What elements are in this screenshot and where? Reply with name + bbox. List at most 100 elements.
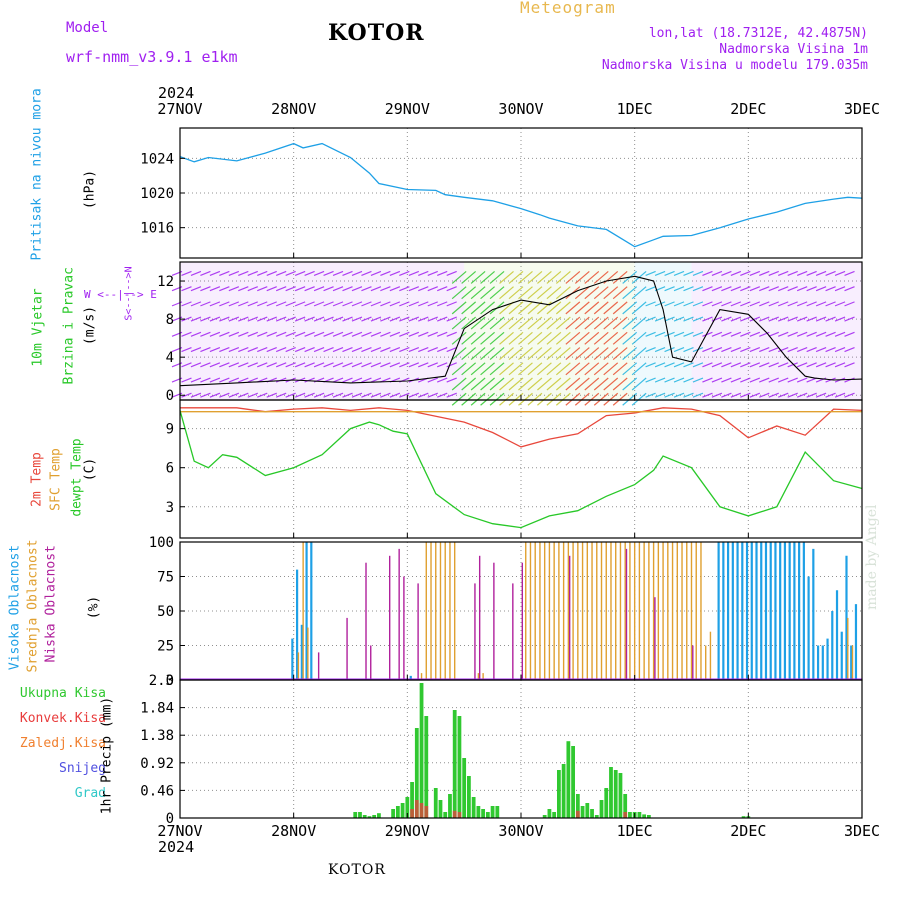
wind-barb <box>555 362 571 376</box>
wind-barb <box>787 316 798 322</box>
precip-bar <box>362 815 367 818</box>
wind-barb <box>673 301 685 307</box>
wind-barb <box>730 316 742 322</box>
wind-barb <box>380 362 391 368</box>
wind-barb <box>219 270 230 276</box>
y-tick-label: 0.46 <box>140 783 174 799</box>
wind-barb <box>574 392 590 406</box>
wind-barb <box>730 392 742 398</box>
wind-barb <box>285 270 296 276</box>
wind-barb <box>759 316 770 322</box>
wind-barb <box>332 377 344 383</box>
wind-speed-line <box>179 275 863 387</box>
wind-barb <box>759 270 770 276</box>
wind-barb <box>247 301 259 307</box>
wind-barb <box>190 316 202 322</box>
wind-barb <box>702 301 713 307</box>
wind-barb <box>740 270 751 276</box>
wind-barb <box>768 316 779 322</box>
wind-barb <box>181 331 192 337</box>
precip-bar <box>467 776 471 818</box>
precip-bar <box>410 782 414 818</box>
wind-barb <box>796 377 808 383</box>
temp-line-2 <box>179 410 863 529</box>
wind-barb <box>777 301 789 307</box>
wind-barb <box>370 301 382 307</box>
y-tick-label: 100 <box>149 535 174 551</box>
wind-barb <box>436 392 448 398</box>
time-label-top: 30NOV <box>498 100 543 118</box>
wind-barb <box>834 362 846 368</box>
wind-barb <box>711 301 723 307</box>
wind-regime-band <box>180 262 465 400</box>
wind-barb <box>721 362 732 368</box>
wind-barb <box>537 331 552 345</box>
precip-bar <box>637 812 642 818</box>
wind-barb <box>777 286 789 292</box>
wind-barb <box>740 286 751 292</box>
wind-barb <box>351 377 363 383</box>
wind-barb <box>461 301 477 315</box>
wind-barb <box>768 377 779 383</box>
meteogram-label: Meteogram <box>520 0 616 17</box>
precip-bar <box>372 815 377 818</box>
wind-barb <box>351 362 363 368</box>
footer-title: KOTOR <box>328 862 386 878</box>
wind-barb <box>209 377 221 383</box>
wind-barb <box>796 347 808 353</box>
wind-barb <box>266 286 277 292</box>
wind-barb <box>257 347 268 353</box>
wind-barb <box>537 286 552 300</box>
wind-barb <box>711 392 723 398</box>
wind-barb <box>806 392 817 398</box>
wind-barb <box>219 392 230 398</box>
wind-barb <box>796 301 808 307</box>
compass-we: W <--|--> E <box>84 288 157 301</box>
y-tick-label: 0 <box>166 388 174 404</box>
wind-barb <box>508 270 524 284</box>
wind-barb <box>446 270 457 276</box>
wind-barb <box>408 286 420 292</box>
wind-barb <box>294 392 306 398</box>
wind-barb <box>787 362 798 368</box>
wind-barb <box>285 331 296 337</box>
precip-bar <box>457 716 462 818</box>
wind-barb <box>603 392 619 406</box>
precip-bar <box>391 809 396 818</box>
wind-barb <box>612 286 628 300</box>
wind-barb <box>247 331 259 337</box>
wind-barb <box>546 286 562 300</box>
wind-barb <box>844 270 855 276</box>
wind-barb <box>631 377 647 391</box>
wind-barb <box>370 347 382 353</box>
wind-barb <box>825 301 836 307</box>
wind-barb <box>654 316 666 322</box>
wind-barb <box>408 331 420 337</box>
wind-barb <box>480 362 495 376</box>
precip-bar <box>575 794 580 818</box>
panel-frame-precip <box>179 679 863 819</box>
wind-barb <box>664 392 675 398</box>
wind-barb <box>304 301 315 307</box>
wind-barb <box>285 286 296 292</box>
wind-barb <box>631 331 647 345</box>
precip-bar <box>594 815 599 818</box>
wind-barb <box>408 301 420 307</box>
wind-barb <box>806 362 817 368</box>
wind-barb <box>834 316 846 322</box>
wind-barb <box>777 377 789 383</box>
wind-barb <box>190 270 202 276</box>
precip-bar <box>367 816 372 818</box>
wind-barb <box>408 347 420 353</box>
wind-barb <box>702 377 713 383</box>
wind-barb <box>806 316 817 322</box>
wind-barb <box>721 377 732 383</box>
wind-barb <box>489 270 505 284</box>
wind-barb <box>461 331 477 345</box>
wind-barb <box>190 377 202 383</box>
wind-barb <box>721 392 732 398</box>
wind-barb <box>200 331 211 337</box>
wind-barb <box>427 270 438 276</box>
wind-barb <box>361 347 372 353</box>
wind-barb <box>740 331 751 337</box>
